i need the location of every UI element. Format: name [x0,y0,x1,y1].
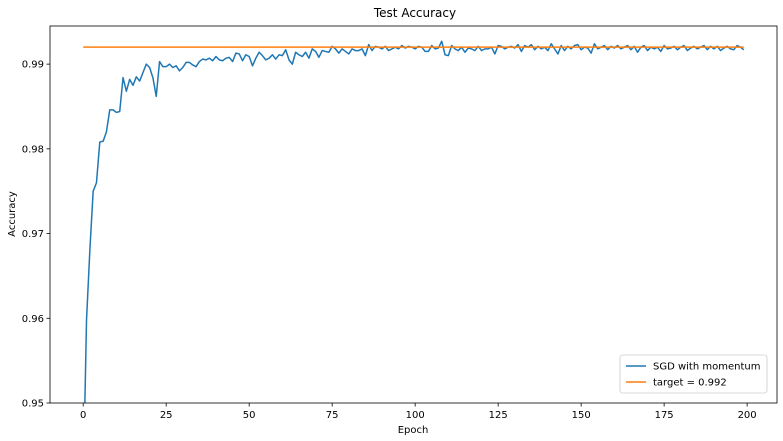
y-tick-label: 0.96 [22,314,44,325]
legend: SGD with momentum target = 0.992 [619,354,768,394]
x-tick-label: 25 [160,410,173,421]
axes-layer: 0 25 50 75 100 125 150 175 200 0.95 0.96 0.97 0.98 0.… [22,25,778,421]
legend-label-0: SGD with momentum [653,362,760,373]
x-tick-label: 100 [406,410,425,421]
x-tick-label: 125 [489,410,508,421]
plot-background [50,26,777,403]
x-tick-label: 175 [655,410,674,421]
y-axis-label: Accuracy [7,191,18,237]
series-layer [83,40,745,403]
axes-frame [49,25,778,404]
legend-label-1: target = 0.992 [653,378,727,389]
y-tick-label: 0.98 [22,144,44,155]
y-tick-label: 0.99 [22,60,44,71]
chart-title: Test Accuracy [373,6,456,20]
y-tick-label: 0.95 [22,399,44,410]
x-axis-label: Epoch [398,425,429,436]
plot-area [50,26,777,403]
x-tick-label: 150 [572,410,591,421]
x-tick-label: 200 [738,410,757,421]
x-tick-label: 50 [243,410,256,421]
legend-frame [619,354,768,394]
x-tick-label: 75 [326,410,339,421]
x-tick-label: 0 [80,410,86,421]
y-tick-label: 0.97 [22,229,44,240]
